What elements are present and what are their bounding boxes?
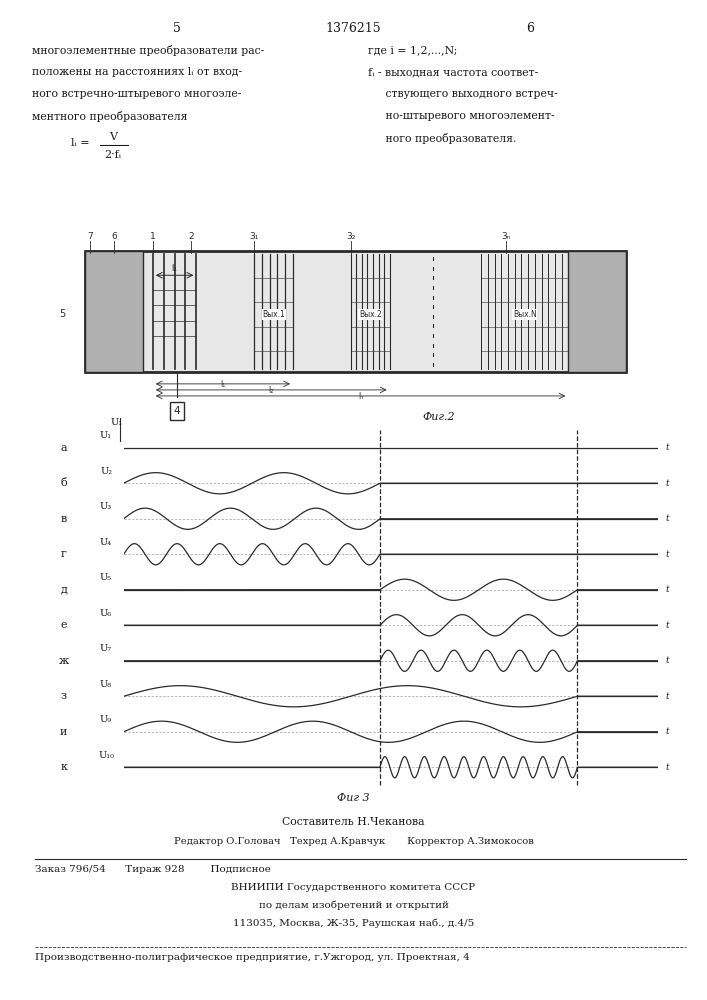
Text: з: з (61, 691, 66, 701)
Text: 6: 6 (111, 232, 117, 241)
Text: 3₁: 3₁ (250, 232, 259, 241)
Text: Редактор О.Головач   Техред А.Кравчук       Корректор А.Зимокосов: Редактор О.Головач Техред А.Кравчук Корр… (174, 837, 533, 846)
Text: ВНИИПИ Государственного комитета СССР: ВНИИПИ Государственного комитета СССР (231, 883, 476, 892)
Text: t: t (665, 727, 669, 736)
Text: U₁: U₁ (100, 431, 112, 440)
Text: но-штыревого многоэлемент-: но-штыревого многоэлемент- (368, 111, 554, 121)
Text: t: t (665, 621, 669, 630)
Text: t: t (665, 514, 669, 523)
Text: Вых.2: Вых.2 (359, 310, 382, 319)
Text: U₆: U₆ (100, 609, 112, 618)
Bar (568, 251, 626, 372)
Text: l₁: l₁ (172, 264, 177, 273)
Bar (86, 251, 143, 372)
Text: t: t (665, 692, 669, 701)
Text: Вых.N: Вых.N (513, 310, 537, 319)
Text: где i = 1,2,...,N;: где i = 1,2,...,N; (368, 45, 457, 55)
Text: Составитель Н.Чеканова: Составитель Н.Чеканова (282, 817, 425, 827)
Text: t: t (665, 763, 669, 772)
Text: б: б (60, 478, 67, 488)
Text: ж: ж (59, 656, 69, 666)
Text: t: t (665, 550, 669, 559)
Text: г: г (61, 549, 66, 559)
Text: 2: 2 (189, 232, 194, 241)
Text: к: к (60, 762, 67, 772)
Text: Вых.1: Вых.1 (262, 310, 285, 319)
Text: е: е (60, 620, 67, 630)
Text: по делам изобретений и открытий: по делам изобретений и открытий (259, 901, 448, 910)
Text: t: t (665, 443, 669, 452)
Text: Заказ 796/54      Тираж 928        Подписное: Заказ 796/54 Тираж 928 Подписное (35, 865, 271, 874)
Text: 4: 4 (174, 406, 180, 416)
Text: многоэлементные преобразователи рас-: многоэлементные преобразователи рас- (32, 45, 264, 56)
Text: l₁: l₁ (221, 380, 226, 389)
Text: 6: 6 (526, 22, 534, 35)
Text: U₈: U₈ (100, 680, 112, 689)
Text: l₂: l₂ (269, 386, 274, 395)
Text: ного преобразователя.: ного преобразователя. (368, 133, 516, 144)
Text: 5: 5 (173, 22, 181, 35)
Text: V: V (109, 132, 117, 142)
Text: U₇: U₇ (100, 644, 112, 653)
Text: 5: 5 (59, 309, 66, 319)
Text: положены на расстояниях lᵢ от вход-: положены на расстояниях lᵢ от вход- (32, 67, 242, 77)
Text: lₙ: lₙ (358, 392, 363, 401)
Text: U₃: U₃ (100, 502, 112, 511)
Text: U₉: U₉ (100, 715, 112, 724)
Text: U₁: U₁ (110, 418, 123, 427)
Text: 3ₙ: 3ₙ (501, 232, 510, 241)
Text: Производственно-полиграфическое предприятие, г.Ужгород, ул. Проектная, 4: Производственно-полиграфическое предприя… (35, 953, 470, 962)
Text: 1376215: 1376215 (326, 22, 381, 35)
Text: ментного преобразователя: ментного преобразователя (32, 111, 187, 122)
Text: lᵢ =: lᵢ = (71, 138, 89, 148)
Text: fᵢ - выходная частота соответ-: fᵢ - выходная частота соответ- (368, 67, 538, 77)
Text: 113035, Москва, Ж-35, Раушская наб., д.4/5: 113035, Москва, Ж-35, Раушская наб., д.4… (233, 919, 474, 928)
Text: U₂: U₂ (100, 467, 112, 476)
Text: в: в (61, 514, 66, 524)
Text: U₅: U₅ (100, 573, 112, 582)
Bar (86, 251, 626, 372)
Text: Фиг 3: Фиг 3 (337, 793, 370, 803)
Text: 7: 7 (87, 232, 93, 241)
Text: t: t (665, 585, 669, 594)
Text: 2·fᵢ: 2·fᵢ (105, 150, 122, 160)
Text: ного встречно-штыревого многоэле-: ного встречно-штыревого многоэле- (32, 89, 241, 99)
Text: д: д (60, 585, 67, 595)
Text: ствующего выходного встреч-: ствующего выходного встреч- (368, 89, 557, 99)
Text: Фиг.2: Фиг.2 (422, 412, 455, 422)
Text: t: t (665, 656, 669, 665)
Text: и: и (60, 727, 67, 737)
Text: 1: 1 (150, 232, 156, 241)
Text: а: а (60, 443, 67, 453)
Text: 3₂: 3₂ (346, 232, 356, 241)
Text: t: t (665, 479, 669, 488)
Text: U₁₀: U₁₀ (98, 751, 114, 760)
Text: U₄: U₄ (100, 538, 112, 547)
